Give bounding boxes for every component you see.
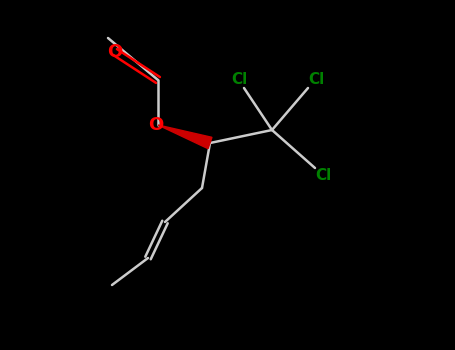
Text: Cl: Cl xyxy=(308,72,324,88)
Text: Cl: Cl xyxy=(231,72,247,88)
Polygon shape xyxy=(158,125,212,149)
Text: O: O xyxy=(148,116,164,134)
Text: O: O xyxy=(107,43,123,61)
Text: Cl: Cl xyxy=(315,168,331,183)
